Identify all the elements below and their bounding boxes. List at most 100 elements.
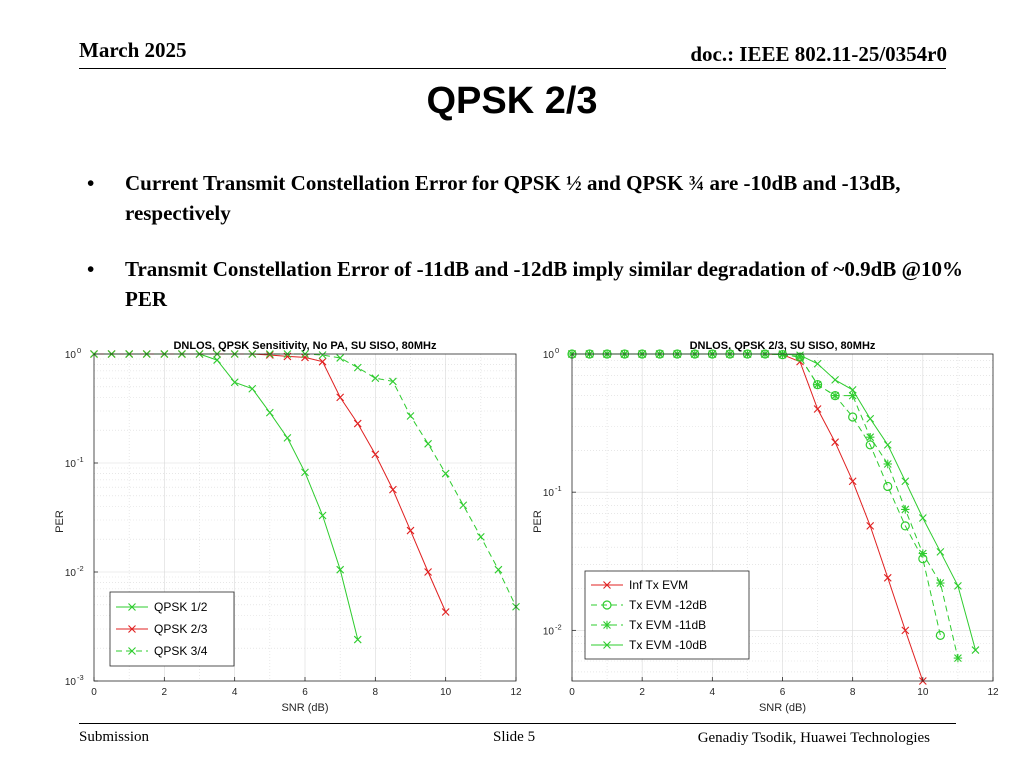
data-point [883, 440, 892, 449]
bullet-list: • Current Transmit Constellation Error f… [87, 168, 967, 340]
legend-marker [128, 603, 136, 611]
data-point [459, 501, 468, 510]
legend-marker [128, 647, 136, 655]
footer-submission: Submission [79, 729, 150, 745]
y-tick-exponent: 0 [77, 346, 81, 355]
data-point [265, 408, 274, 417]
data-point [901, 505, 910, 514]
header-date: March 2025 [79, 38, 187, 62]
data-point [883, 459, 892, 469]
x-tick-label: 12 [510, 687, 522, 698]
x-tick-label: 2 [162, 687, 168, 698]
data-point [283, 433, 292, 442]
y-axis-label: PER [54, 510, 66, 533]
data-point [901, 626, 910, 635]
x-axis-label: SNR (dB) [759, 702, 806, 714]
data-point [441, 608, 450, 616]
data-point [389, 377, 397, 386]
data-point [848, 412, 858, 422]
data-point [813, 380, 822, 389]
legend-label: QPSK 2/3 [154, 622, 208, 636]
header-divider [79, 68, 946, 69]
y-tick-label: 10 [65, 459, 77, 470]
legend: QPSK 1/2 QPSK 2/3 QPSK 3/4 [109, 591, 235, 667]
data-point [301, 353, 309, 362]
y-tick-label: 10 [65, 350, 77, 361]
bullet-text: Current Transmit Constellation Error for… [125, 171, 901, 225]
data-point [796, 351, 804, 360]
data-point [900, 521, 910, 531]
x-tick-label: 8 [850, 687, 856, 698]
y-tick-label: 10 [543, 488, 555, 499]
data-point [866, 414, 875, 423]
legend-item: Tx EVM -12dB [591, 598, 707, 612]
legend-item: Tx EVM -11dB [591, 618, 706, 632]
data-point [830, 391, 840, 400]
legend-marker [603, 641, 611, 649]
legend: Inf Tx EVM Tx EVM -12dB Tx EVM -11dB Tx EVM… [584, 570, 750, 660]
data-point [318, 351, 327, 359]
data-point [848, 385, 857, 394]
x-tick-label: 4 [710, 687, 716, 698]
data-point [213, 356, 221, 364]
x-tick-label: 10 [917, 687, 929, 698]
data-point [371, 374, 380, 383]
legend-item: QPSK 2/3 [116, 622, 208, 636]
y-tick-exponent: -3 [77, 673, 84, 682]
data-point [248, 384, 257, 393]
data-point [935, 630, 945, 640]
y-tick-label: 10 [543, 626, 555, 637]
legend-box [584, 570, 750, 660]
x-tick-label: 10 [440, 687, 452, 698]
data-point [371, 450, 380, 459]
data-point [441, 469, 450, 478]
data-point [230, 378, 239, 387]
data-point [953, 653, 963, 663]
data-point [353, 635, 362, 644]
y-tick-exponent: -1 [77, 455, 84, 464]
data-point [353, 419, 362, 428]
x-tick-label: 2 [639, 687, 645, 698]
x-tick-label: 12 [987, 687, 999, 698]
data-point [883, 481, 893, 492]
legend-marker [602, 620, 612, 630]
y-tick-label: 10 [65, 568, 77, 579]
y-axis-label: PER [532, 510, 544, 533]
data-point [813, 359, 822, 368]
legend-item: QPSK 1/2 [116, 600, 208, 614]
data-point [476, 532, 485, 541]
data-point [424, 568, 432, 576]
legend-item: Tx EVM -10dB [591, 638, 707, 652]
data-point [318, 511, 327, 520]
data-point [336, 354, 345, 362]
footer-divider [79, 723, 956, 724]
data-point [336, 393, 345, 402]
data-point [406, 412, 415, 420]
grid [94, 354, 516, 681]
legend-label: QPSK 1/2 [154, 600, 208, 614]
x-tick-label: 4 [232, 687, 238, 698]
data-point [831, 438, 840, 447]
data-point [494, 565, 503, 574]
chart-qpsk23-evm: DNLOS, QPSK 2/3, SU SISO, 80MHz 0 2 4 6 8 10 12… [532, 336, 1004, 721]
data-point [813, 405, 822, 413]
data-point [265, 351, 274, 359]
grid [572, 354, 993, 681]
data-point [901, 477, 910, 486]
slide-title: QPSK 2/3 [426, 80, 598, 122]
y-tick-exponent: 0 [555, 346, 559, 355]
data-point [918, 549, 928, 558]
bullet-symbol: • [87, 257, 95, 281]
legend-item: QPSK 3/4 [116, 644, 208, 658]
x-tick-label: 8 [373, 687, 379, 698]
chart-qpsk-sensitivity: DNLOS, QPSK Sensitivity, No PA, SU SISO,… [54, 336, 526, 721]
legend-marker [603, 581, 611, 589]
data-point [831, 375, 840, 384]
data-point [336, 565, 345, 574]
data-point [883, 573, 892, 582]
bullet-item: • Transmit Constellation Error of -11dB … [87, 254, 967, 314]
x-tick-label: 0 [569, 687, 575, 698]
legend-item: Inf Tx EVM [591, 578, 688, 592]
data-point [954, 581, 962, 590]
data-point [424, 439, 432, 448]
